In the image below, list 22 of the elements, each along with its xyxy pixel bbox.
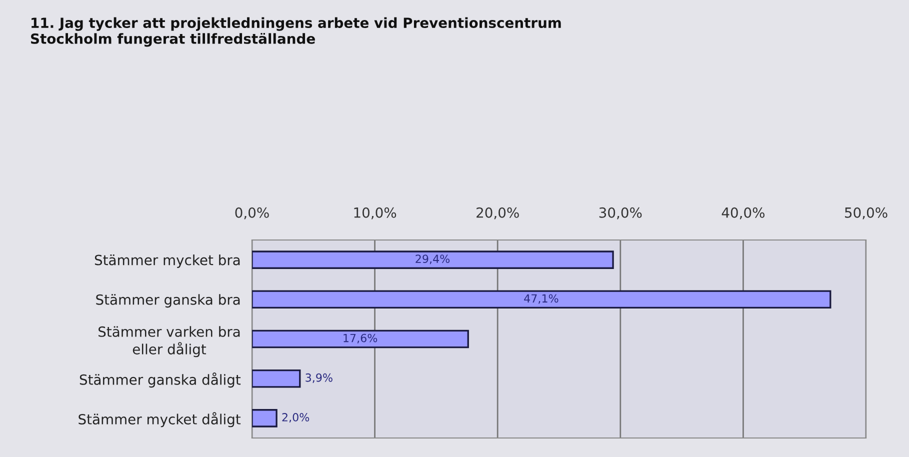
y-tick-label: Stämmer ganska bra: [96, 294, 240, 308]
data-label: 47,1%: [524, 294, 558, 304]
bar: [252, 369, 301, 388]
data-label: 17,6%: [344, 334, 378, 344]
x-tick-label: 50,0%: [845, 207, 888, 220]
x-tick-label: 10,0%: [354, 207, 396, 220]
y-tick-label: Stämmer mycket bra: [94, 254, 240, 268]
x-tick-label: 20,0%: [476, 207, 519, 220]
data-label: 29,4%: [416, 254, 450, 264]
x-tick-label: 0,0%: [235, 207, 269, 220]
x-tick-label: 40,0%: [722, 207, 764, 220]
chart-title: 11. Jag tycker att projektledningens arbete vid Preventionscentrum Stockholm fungerat tillfredställande: [30, 17, 561, 47]
bar: [252, 290, 832, 309]
y-tick-label: Stämmer mycket dåligt: [78, 412, 241, 428]
x-tick-label: 30,0%: [599, 207, 642, 220]
data-label: 2,0%: [282, 413, 310, 423]
bar: [252, 409, 278, 428]
y-tick-label: Stämmer varken bra eller dåligt: [98, 326, 240, 358]
data-label: 3,9%: [306, 373, 332, 383]
y-tick-label: Stämmer ganska dåligt: [80, 372, 241, 388]
bar: [252, 250, 614, 269]
bar: [252, 330, 469, 348]
